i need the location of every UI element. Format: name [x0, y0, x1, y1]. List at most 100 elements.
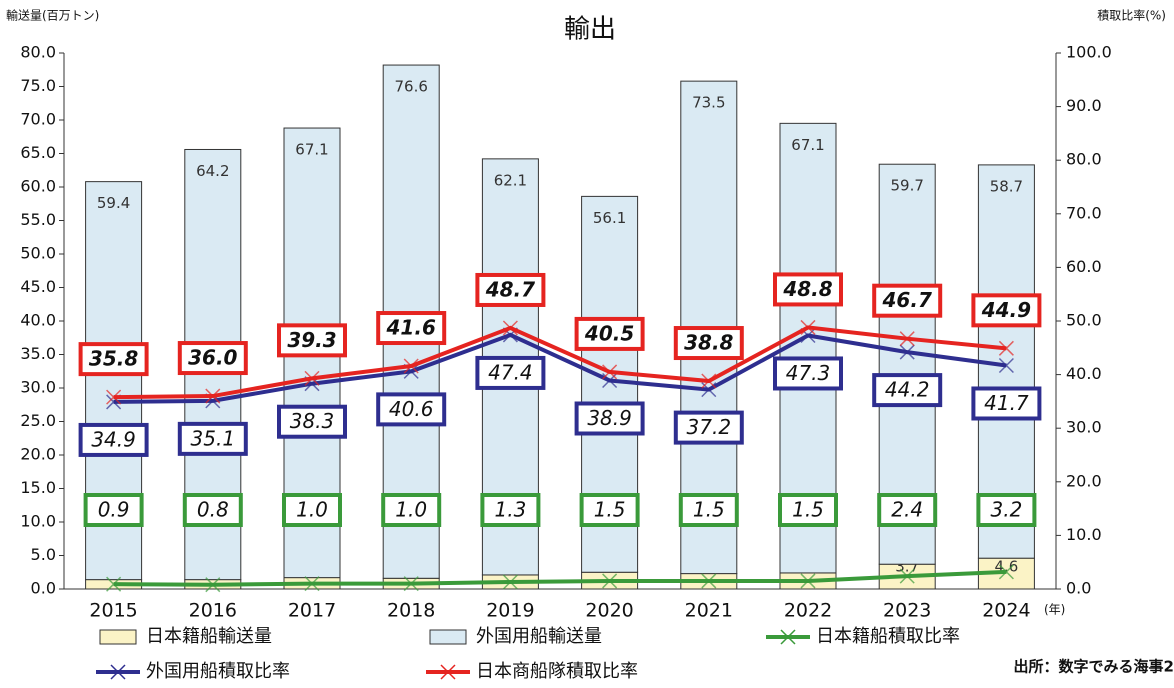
- line-marker: [998, 340, 1014, 356]
- line-value-label: 35.1: [191, 426, 236, 450]
- x-tick-label: 2024: [982, 600, 1030, 622]
- line-value-label: 44.9: [981, 298, 1031, 322]
- y2-tick-label: 50.0: [1066, 311, 1102, 330]
- line-marker: [403, 576, 419, 592]
- y-tick-label: 60.0: [20, 177, 56, 196]
- chart-title: 輸出: [564, 15, 616, 45]
- line-marker: [899, 331, 915, 347]
- x-tick-label: 2018: [387, 600, 435, 622]
- y-tick-label: 15.0: [20, 478, 56, 497]
- label-box: [877, 493, 938, 527]
- y-tick-label: 50.0: [20, 244, 56, 263]
- line-marker: [602, 573, 618, 589]
- y2-tick-label: 0.0: [1066, 579, 1091, 598]
- line-marker: [998, 564, 1014, 580]
- line-value-label: 47.3: [786, 361, 831, 385]
- line-marker: [304, 370, 320, 386]
- line-value-label: 35.8: [89, 347, 138, 371]
- line-value-label: 38.3: [290, 409, 335, 433]
- line-marker: [502, 320, 518, 336]
- line: [113, 569, 1007, 587]
- legend-label: 日本商船隊積取比率: [476, 661, 638, 682]
- label-box: [475, 355, 546, 390]
- line-marker: [106, 576, 122, 592]
- y2-tick-label: 90.0: [1066, 96, 1102, 115]
- y-tick-label: 45.0: [20, 277, 56, 296]
- legend-label: 外国用船積取比率: [146, 661, 290, 682]
- line-value-label: 39.3: [287, 328, 336, 352]
- label-box: [678, 493, 739, 527]
- line-value-label: 3.2: [990, 498, 1022, 522]
- x-tick-label: 2017: [288, 600, 336, 622]
- line: [113, 332, 1007, 404]
- y2-axis-label: 積取比率(%): [1097, 8, 1166, 23]
- label-box: [773, 272, 843, 307]
- line-marker: [106, 389, 122, 405]
- line-marker: [899, 344, 915, 360]
- y-tick-label: 65.0: [20, 143, 56, 162]
- label-box: [778, 493, 838, 527]
- label-box: [177, 421, 248, 456]
- label-box: [773, 356, 843, 391]
- line-value-label: 48.7: [485, 277, 535, 301]
- bar-value-label: 67.1: [791, 136, 824, 154]
- source: 出所：数字でみる海事2: [1014, 658, 1174, 676]
- y-tick-label: 0.0: [31, 579, 56, 598]
- x-tick-label: 2020: [585, 600, 633, 622]
- bar-value-label: 76.6: [394, 78, 427, 96]
- line-value-label: 1.3: [494, 498, 526, 522]
- y-tick-label: 20.0: [20, 445, 56, 464]
- label-box: [376, 311, 447, 346]
- y2-tick-label: 100.0: [1066, 43, 1112, 62]
- y-tick-label: 80.0: [20, 43, 56, 62]
- y-tick-label: 70.0: [20, 110, 56, 129]
- legend-marker: [110, 664, 126, 680]
- line-value-label: 0.9: [98, 498, 130, 522]
- line-value-label: 1.0: [395, 498, 427, 522]
- y-tick-label: 30.0: [20, 378, 56, 397]
- label-box: [574, 316, 645, 351]
- line-marker: [800, 573, 816, 589]
- label-box: [872, 283, 943, 318]
- x-tick-label: 2023: [883, 600, 931, 622]
- y-tick-label: 55.0: [20, 210, 56, 229]
- bar-value-label: 59.7: [890, 177, 923, 195]
- legend-label: 日本籍船積取比率: [816, 626, 960, 647]
- x-tick-label: 2015: [89, 600, 137, 622]
- line-value-label: 40.6: [389, 397, 434, 421]
- line: [113, 325, 1007, 400]
- y2-tick-label: 30.0: [1066, 418, 1102, 437]
- legend-label: 日本籍船輸送量: [146, 626, 272, 647]
- y2-tick-label: 80.0: [1066, 150, 1102, 169]
- label-box: [277, 404, 347, 439]
- x-tick-label: 2019: [486, 600, 534, 622]
- line-marker: [701, 573, 717, 589]
- y2-tick-label: 60.0: [1066, 257, 1102, 276]
- y2-tick-label: 10.0: [1066, 525, 1102, 544]
- y-tick-label: 75.0: [20, 76, 56, 95]
- line-marker: [998, 357, 1014, 374]
- label-box: [277, 323, 347, 358]
- x-unit: (年): [1044, 603, 1065, 617]
- line-value-label: 40.5: [584, 321, 634, 345]
- y2-tick-label: 20.0: [1066, 471, 1102, 490]
- x-tick-label: 2016: [189, 600, 237, 622]
- label-box: [872, 373, 943, 408]
- y2-tick-label: 40.0: [1066, 364, 1102, 383]
- y-tick-label: 35.0: [20, 344, 56, 363]
- line-value-label: 1.5: [693, 498, 725, 522]
- y-tick-label: 25.0: [20, 411, 56, 430]
- line-marker: [403, 358, 419, 374]
- line-value-label: 47.4: [488, 360, 533, 384]
- label-box: [971, 386, 1042, 421]
- line-marker: [502, 574, 518, 590]
- label-box: [83, 493, 144, 527]
- label-box: [475, 272, 546, 307]
- label-box: [976, 493, 1037, 527]
- line-marker: [899, 568, 915, 584]
- line-marker: [205, 577, 221, 593]
- line-value-label: 48.8: [782, 277, 832, 301]
- line-value-label: 34.9: [91, 427, 136, 451]
